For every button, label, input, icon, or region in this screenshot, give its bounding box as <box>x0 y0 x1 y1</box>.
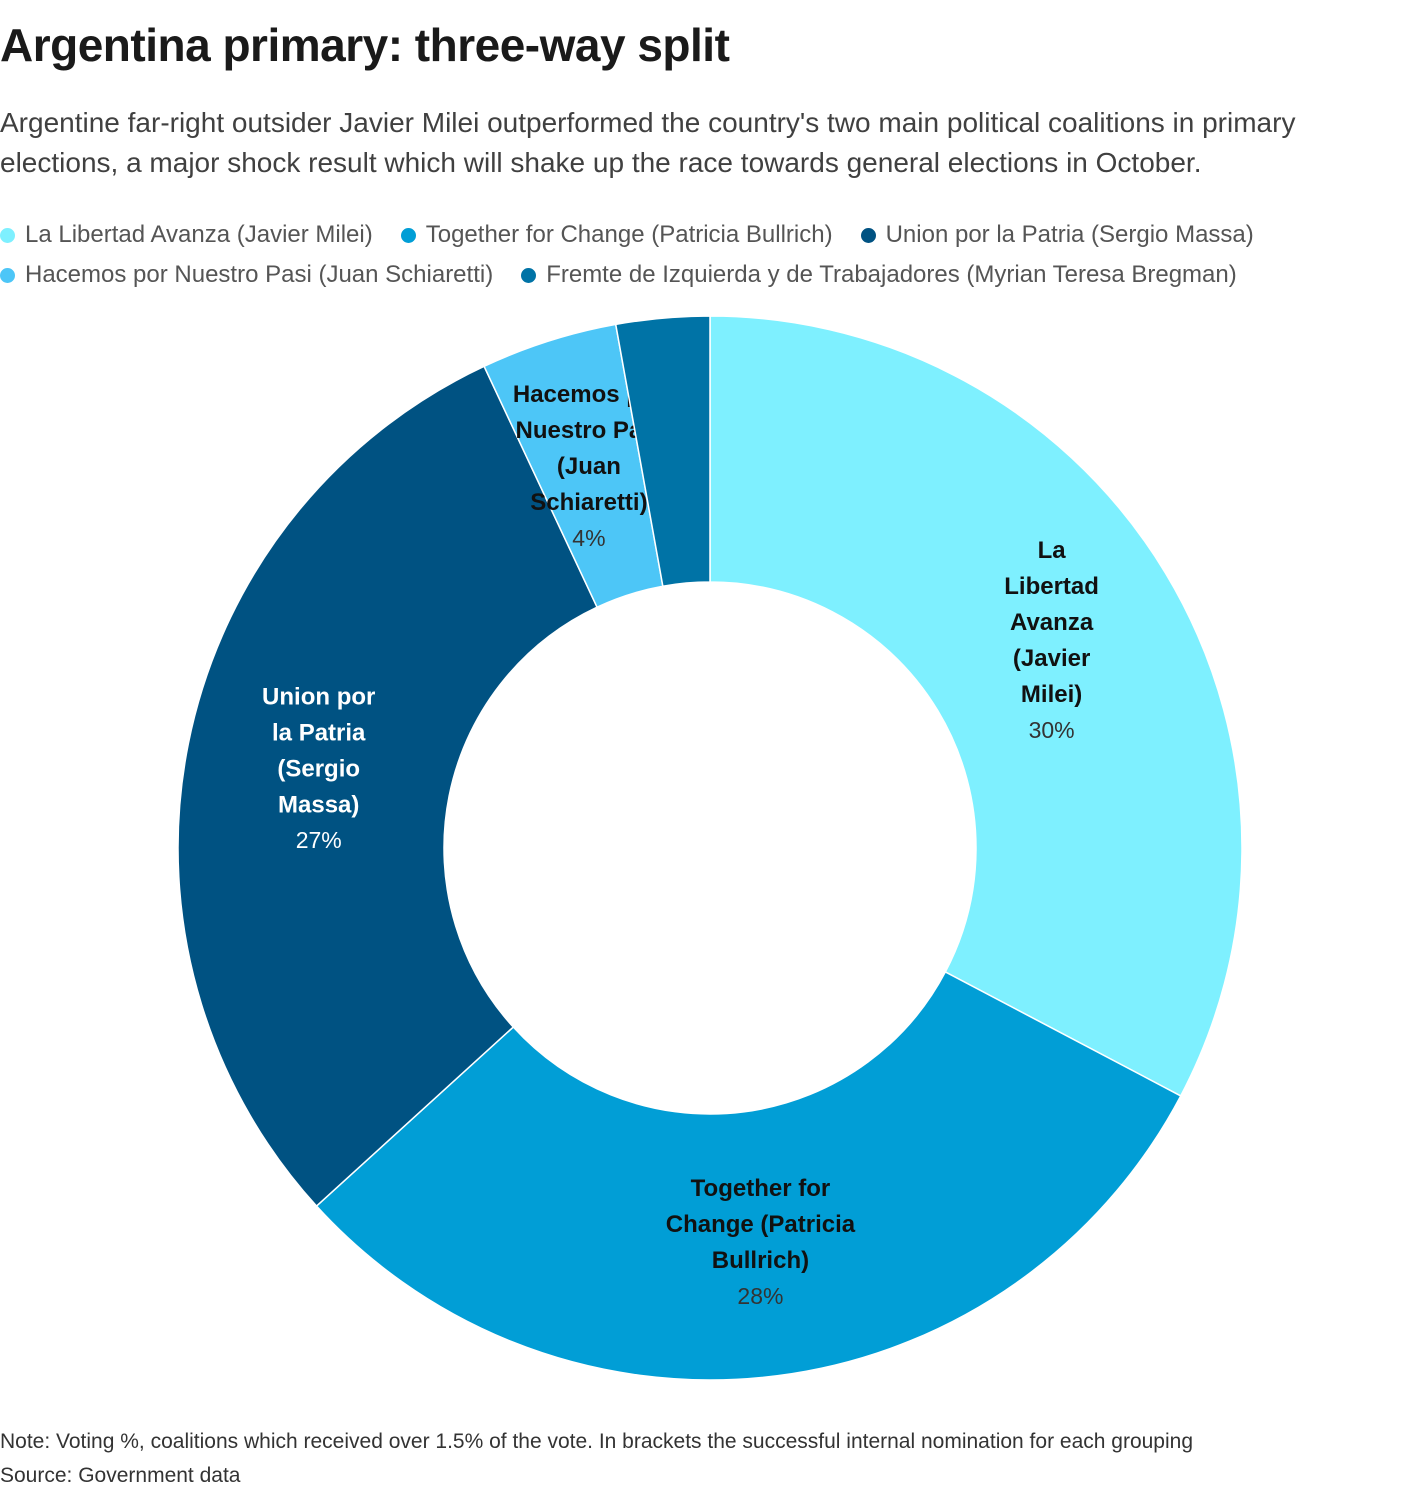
legend-item-together: Together for Change (Patricia Bullrich) <box>400 221 833 249</box>
legend-item-union: Union por la Patria (Sergio Massa) <box>860 221 1254 249</box>
legend-label: Hacemos por Nuestro Pasi (Juan Schiarett… <box>25 261 494 288</box>
legend-swatch-icon <box>0 267 15 283</box>
slice-label-line: Change (Patricia <box>666 1211 856 1238</box>
legend-swatch-icon <box>521 267 537 283</box>
slice-value-label: 27% <box>296 827 342 853</box>
slice-value-label: 30% <box>1029 717 1075 743</box>
legend-label: Together for Change (Patricia Bullrich) <box>425 221 833 248</box>
legend-item-libertad: La Libertad Avanza (Javier Milei) <box>0 221 373 249</box>
legend-swatch-icon <box>400 227 416 243</box>
slice-label-line: (Javier <box>1013 645 1090 672</box>
slice-label: Together for Change (Patricia Bullrich) 28% <box>666 1175 856 1309</box>
slice-label-line: Avanza <box>1010 609 1094 636</box>
legend-item-fremte: Fremte de Izquierda y de Trabajadores (M… <box>521 261 1237 289</box>
slice-label-line: Milei) <box>1021 681 1082 708</box>
footer: Note: Voting %, coalitions which receive… <box>0 1425 1193 1493</box>
slice-label-line: Together for <box>691 1175 831 1202</box>
slice-value-label: 4% <box>572 525 605 551</box>
slice-label-line: Libertad <box>1004 573 1099 600</box>
slice-label-line: La <box>1038 537 1067 564</box>
slice-label-line: Massa) <box>278 791 359 818</box>
slice-label-line: (Juan <box>557 453 621 480</box>
slice-label-line: (Sergio <box>277 755 360 782</box>
legend-swatch-icon <box>860 227 876 243</box>
legend-swatch-icon <box>0 227 15 243</box>
donut-slice <box>709 315 1243 1097</box>
legend-label: Fremte de Izquierda y de Trabajadores (M… <box>546 261 1237 288</box>
slice-label-line: Union por <box>262 683 375 710</box>
donut-slice <box>177 365 599 1208</box>
chart-note: Note: Voting %, coalitions which receive… <box>0 1430 1194 1453</box>
legend-item-hacemos: Hacemos por Nuestro Pasi (Juan Schiarett… <box>0 261 493 289</box>
legend: La Libertad Avanza (Javier Milei) Togeth… <box>0 221 1410 289</box>
chart-subtitle: Argentine far-right outsider Javier Mile… <box>0 107 1296 178</box>
slice-label: Union por la Patria (Sergio Massa) 27% <box>262 683 375 853</box>
slice-label-line: Schiaretti) <box>530 489 647 516</box>
legend-label: Union por la Patria (Sergio Massa) <box>885 221 1254 248</box>
slice-label-line: la Patria <box>272 719 366 746</box>
slice-label: La Libertad Avanza (Javier Milei) 30% <box>1004 537 1099 743</box>
legend-label: La Libertad Avanza (Javier Milei) <box>25 221 373 248</box>
chart-source: Source: Government data <box>0 1464 241 1487</box>
donut-slice <box>315 970 1182 1381</box>
donut-slice <box>614 315 711 588</box>
slice-value-label: 28% <box>737 1283 783 1309</box>
donut-chart: La Libertad Avanza (Javier Milei) 30% Together… <box>177 315 1243 1381</box>
chart-title: Argentina primary: three-way split <box>0 19 730 71</box>
slice-label-line: Bullrich) <box>712 1247 809 1274</box>
